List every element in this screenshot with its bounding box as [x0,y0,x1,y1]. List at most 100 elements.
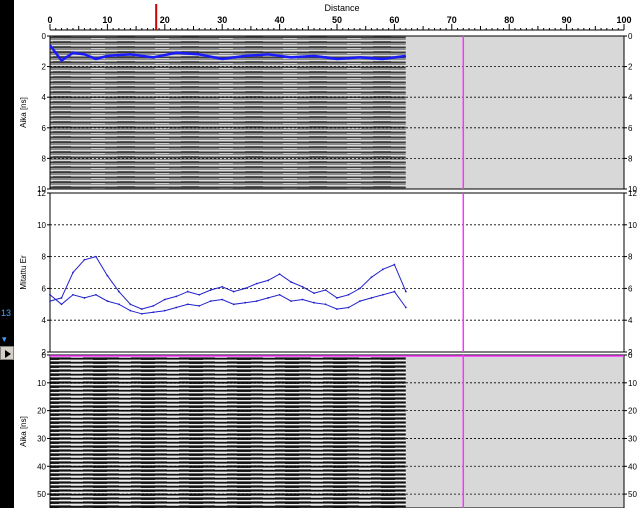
er-data-point [106,300,109,303]
x-tick-label: 50 [332,15,342,25]
er-data-point [49,300,51,303]
er-data-point [255,282,258,285]
top-radargram-panel[interactable]: 0 0 2 2 4 4 6 6 8 8 10 10 Aika [ns] [19,32,637,194]
y-tick-label: 8 [628,154,633,163]
x-tick-label: 70 [447,15,457,25]
er-trace-2 [49,291,407,315]
er-data-point [232,303,235,306]
y-tick-label: 8 [42,253,47,262]
er-data-point [221,285,224,288]
er-trace-1 [49,256,407,310]
x-tick-label: 90 [562,15,572,25]
scroll-right-arrow-icon[interactable] [0,346,14,360]
y-tick-label: 30 [628,434,637,443]
er-data-point [370,297,373,299]
y-tick-label: 8 [42,154,47,163]
y-tick-label: 6 [628,284,633,293]
y-axis-label: Mitattu Er [19,255,28,290]
y-axis-label: Aika [ns] [19,97,28,128]
left-side-panel: 13 ▾ [0,0,14,508]
er-data-point [163,309,166,312]
er-data-point [49,293,51,296]
y-tick-label: 0 [628,351,633,360]
y-tick-label: 10 [37,221,46,230]
er-data-point [255,300,258,303]
er-data-point [106,274,109,277]
er-data-point [209,300,212,303]
y-tick-label: 2 [628,348,633,357]
er-data-point [382,268,384,271]
x-tick-label: 60 [389,15,399,25]
er-data-point [186,303,189,306]
y-axis-label: Aika [ns] [19,416,28,447]
er-data-point [301,285,304,288]
y-tick-label: 6 [42,124,47,133]
bottom-radargram-panel[interactable]: 0 0 10 10 20 20 30 30 40 40 50 50 Aika [ns] [19,351,637,509]
y-tick-label: 6 [628,124,633,133]
er-data-point [324,303,327,306]
y-tick-label: 4 [42,316,47,325]
er-data-point [221,298,224,301]
er-data-point [313,292,315,295]
y-tick-label: 40 [37,462,46,471]
dropdown-caret-icon[interactable]: ▾ [2,334,7,344]
y-tick-label: 2 [42,348,47,357]
er-data-point [324,289,327,291]
er-data-point [336,297,338,299]
er-data-point [83,258,86,261]
er-data-point [267,297,270,299]
no-data-area [405,355,624,508]
layer-pick-line[interactable] [49,44,407,63]
er-data-point [313,301,315,304]
x-tick-label: 10 [102,15,112,25]
er-data-point [186,290,189,293]
er-data-point [152,304,155,307]
er-data-point [404,290,407,293]
er-data-point [290,281,292,283]
er-data-point [140,308,143,310]
x-tick-label: 0 [47,15,52,25]
y-tick-label: 20 [628,407,637,416]
y-tick-label: 50 [628,490,637,499]
y-tick-label: 10 [628,221,637,230]
er-data-point [244,301,247,304]
er-data-point [359,300,361,303]
er-data-point [198,304,201,307]
y-tick-label: 4 [628,93,633,102]
y-tick-label: 6 [42,284,47,293]
y-tick-label: 40 [628,462,637,471]
y-tick-label: 10 [37,185,46,194]
y-tick-label: 0 [628,32,633,41]
er-data-point [404,306,407,309]
er-data-point [60,297,63,299]
x-tick-label: 100 [616,15,631,25]
y-tick-label: 12 [628,189,637,198]
er-data-point [244,287,247,290]
y-tick-label: 0 [42,351,47,360]
er-data-point [267,279,270,282]
y-tick-label: 8 [628,253,633,262]
er-data-point [140,312,143,315]
middle-plot-panel[interactable]: 2 2 4 4 6 6 8 8 10 10 12 12 Mitattu Er [19,189,637,357]
er-data-point [117,303,120,306]
er-data-point [278,293,281,296]
er-data-point [393,263,396,266]
no-data-area [405,36,624,189]
y-tick-label: 30 [37,434,46,443]
y-tick-label: 50 [37,490,46,499]
er-data-point [359,287,361,290]
y-tick-label: 2 [628,63,633,72]
er-data-point [382,293,384,296]
y-tick-label: 10 [37,379,46,388]
radargram-image [50,355,406,508]
er-data-point [290,300,292,303]
x-tick-label: 40 [275,15,285,25]
profile-plot-canvas[interactable]: Distance 0 10 20 30 40 50 60 70 80 90 100 0 02 24 46 6… [17,0,641,509]
y-tick-label: 0 [42,32,47,41]
er-data-point [95,255,97,258]
er-data-point [72,293,74,296]
er-data-point [95,293,97,296]
y-tick-label: 4 [628,316,633,325]
er-data-point [393,290,396,293]
